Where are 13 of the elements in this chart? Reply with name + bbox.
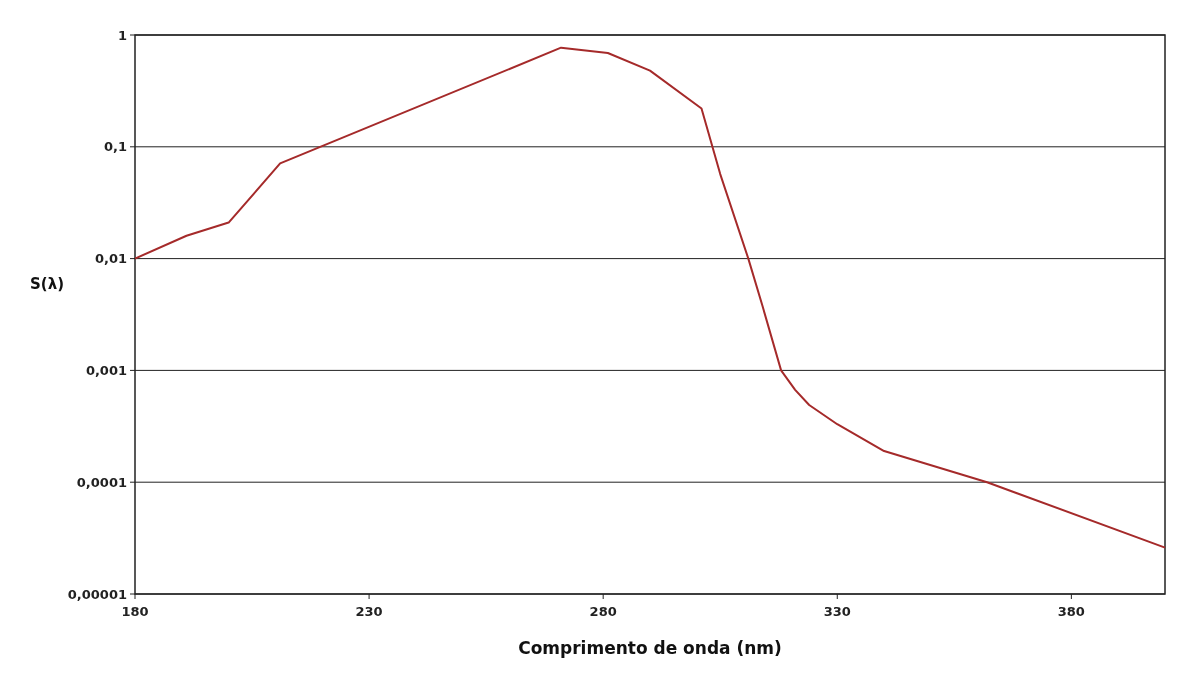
x-tick-label: 230 xyxy=(355,604,383,619)
x-tick-label: 330 xyxy=(823,604,851,619)
y-tick-label: 0,1 xyxy=(103,139,127,155)
x-tick-label: 180 xyxy=(121,604,149,619)
y-tick-label: 0,00001 xyxy=(67,586,127,602)
y-axis-title: S(λ) xyxy=(30,274,65,293)
x-tick-label: 280 xyxy=(589,604,617,619)
y-tick-label: 0,0001 xyxy=(76,474,127,490)
x-tick-label: 380 xyxy=(1057,604,1085,619)
y-tick-label: 0,001 xyxy=(85,362,127,378)
x-axis-title: Comprimento de onda (nm) xyxy=(518,638,782,658)
y-tick-label: 1 xyxy=(117,27,127,43)
y-tick-label: 0,01 xyxy=(94,251,127,267)
